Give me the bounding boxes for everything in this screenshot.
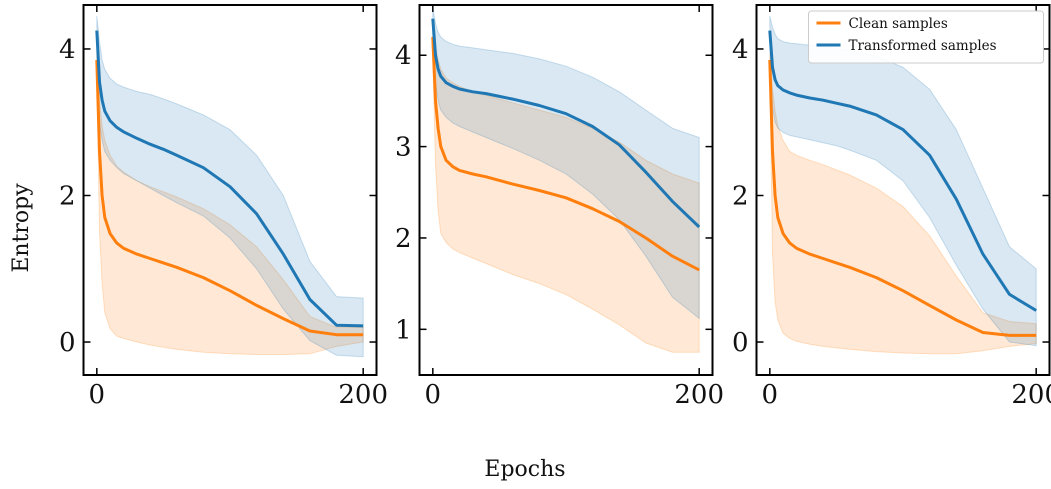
y-tick-label: 3 xyxy=(395,133,412,163)
transformed-std-band xyxy=(432,7,700,320)
plot-area xyxy=(95,15,364,358)
x-tick-label: 200 xyxy=(674,380,724,410)
y-tick-label: 2 xyxy=(732,181,749,211)
y-tick-label: 0 xyxy=(59,328,76,358)
axes-frame xyxy=(418,4,714,376)
clean-std-band xyxy=(96,52,364,355)
clean-mean-line xyxy=(768,59,1037,337)
axes-frame xyxy=(82,4,378,376)
panel-3: 0 200 0 2 4 Clean samples Transformed samples xyxy=(732,4,1051,410)
clean-std-band xyxy=(432,27,700,353)
x-tick-label: 200 xyxy=(1011,380,1051,410)
axes-frame xyxy=(755,4,1051,376)
y-tick-label: 2 xyxy=(59,181,76,211)
y-tick-label: 0 xyxy=(732,328,749,358)
transformed-mean-line xyxy=(95,30,364,328)
y-tick-label: 2 xyxy=(395,224,412,254)
plot-area xyxy=(768,15,1037,355)
y-tick-label: 4 xyxy=(395,41,412,71)
plot-area xyxy=(431,7,701,353)
x-tick-label: 0 xyxy=(89,380,106,410)
panels: 0 200 0 2 4 0 200 1 2 3 4 0 200 0 2 4 Clean samples Trans… xyxy=(59,4,1051,410)
x-tick-label: 200 xyxy=(338,380,388,410)
legend: Clean samples Transformed samples xyxy=(808,10,1044,64)
clean-std-band xyxy=(769,52,1037,355)
y-tick-label: 4 xyxy=(59,35,76,65)
y-axis-label: Entropy xyxy=(9,183,34,273)
legend-label-clean: Clean samples xyxy=(849,16,948,32)
panel-1: 0 200 0 2 4 xyxy=(59,4,388,410)
transformed-mean-line xyxy=(768,30,1037,312)
transformed-std-band xyxy=(769,15,1037,347)
transformed-mean-line xyxy=(431,18,701,229)
panel-2: 0 200 1 2 3 4 xyxy=(395,4,724,410)
y-tick-label: 4 xyxy=(732,35,749,65)
legend-label-transformed: Transformed samples xyxy=(849,38,997,54)
clean-mean-line xyxy=(95,59,364,337)
x-tick-label: 0 xyxy=(762,380,779,410)
y-tick-label: 1 xyxy=(395,315,412,345)
x-tick-label: 0 xyxy=(425,380,442,410)
legend-box xyxy=(808,10,1044,64)
x-axis-label: Epochs xyxy=(484,457,565,482)
clean-mean-line xyxy=(431,36,700,272)
